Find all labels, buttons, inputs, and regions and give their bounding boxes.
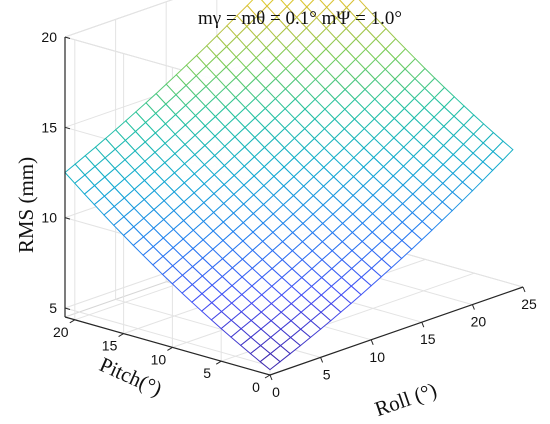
x-tick-label: 10 (369, 349, 385, 365)
surface-mesh (64, 0, 514, 371)
x-tick-mark (320, 357, 324, 363)
x-tick-mark (471, 304, 475, 310)
chart-title: mγ = mθ = 0.1° mΨ = 1.0° (198, 8, 402, 29)
x-tick-mark (421, 322, 425, 328)
x-tick-label: 25 (521, 296, 537, 312)
y-tick-label: 0 (252, 379, 260, 395)
z-tick-label: 20 (41, 29, 57, 45)
z-tick-mark (64, 217, 71, 220)
x-tick-label: 15 (420, 331, 436, 347)
wall-grid-line (64, 0, 173, 38)
z-tick-label: 15 (41, 119, 57, 135)
surface-cell (259, 353, 281, 371)
y-tick-mark (215, 360, 222, 365)
y-axis-line (64, 316, 271, 376)
x-tick-label: 0 (272, 384, 280, 400)
wall-grid-line (64, 307, 271, 367)
x-tick-label: 5 (323, 366, 331, 382)
y-tick-mark (264, 374, 271, 379)
x-tick-mark (522, 286, 526, 293)
y-tick-mark (69, 319, 76, 324)
y-tick-label: 20 (53, 324, 69, 340)
z-tick-label: 5 (49, 300, 57, 316)
surface-cell (260, 0, 274, 7)
x-tick-mark (269, 374, 273, 381)
tick-labels: 0 5 10 15 20 25 0 5 10 15 20 5 10 15 20 (41, 29, 537, 400)
z-tick-mark (64, 126, 71, 130)
x-axis-line (269, 286, 524, 376)
x-axis-label: Roll (°) (372, 378, 440, 421)
z-axis-label: RMS (mm) (14, 157, 38, 253)
y-tick-mark (118, 333, 124, 338)
z-tick-label: 10 (41, 210, 57, 226)
y-tick-label: 15 (102, 338, 118, 354)
z-tick-mark (64, 36, 71, 39)
y-tick-label: 5 (203, 365, 211, 381)
x-tick-label: 20 (471, 314, 487, 330)
surface-cell (280, 0, 295, 8)
y-tick-mark (167, 346, 173, 351)
x-tick-mark (370, 339, 374, 345)
y-tick-label: 10 (151, 351, 167, 367)
z-tick-mark (64, 307, 71, 310)
axes-frame (64, 36, 526, 381)
